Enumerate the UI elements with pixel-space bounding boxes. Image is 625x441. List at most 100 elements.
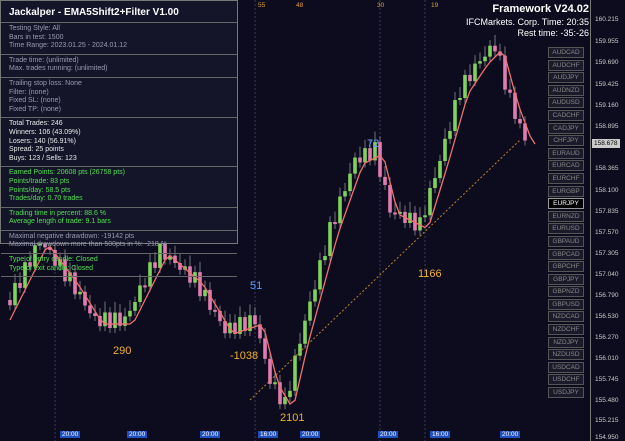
candle bbox=[478, 61, 482, 64]
candle bbox=[343, 191, 347, 197]
candle bbox=[488, 45, 492, 57]
candle bbox=[353, 157, 357, 174]
symbol-button[interactable]: AUDJPY bbox=[548, 72, 584, 84]
candle bbox=[348, 173, 352, 192]
symbol-button[interactable]: NZDCAD bbox=[548, 311, 584, 323]
candle bbox=[163, 242, 167, 260]
symbol-button[interactable]: AUDNZD bbox=[548, 84, 584, 96]
price-axis: 160.215 159.955 159.690 159.425 159.160 158.8… bbox=[590, 0, 625, 441]
trend-line bbox=[249, 139, 521, 401]
time-label: 20:00 bbox=[127, 431, 148, 438]
candle bbox=[388, 184, 392, 213]
price-label: 156.010 bbox=[595, 355, 619, 362]
time-label: 16:00 bbox=[430, 431, 451, 438]
symbol-button[interactable]: EURGBP bbox=[548, 185, 584, 197]
panel-line: Type of entry candle: Closed bbox=[9, 256, 98, 264]
panel-section: Trading time in percent: 88.6 % Average l… bbox=[1, 208, 237, 231]
panel-line: Winners: 106 (43.09%) bbox=[9, 128, 81, 136]
panel-section: Type of entry candle: Closed Type of exit… bbox=[1, 254, 237, 278]
candle bbox=[243, 317, 247, 332]
time-label: 20:00 bbox=[200, 431, 221, 438]
candle bbox=[298, 343, 302, 356]
symbol-button[interactable]: AUDUSD bbox=[548, 97, 584, 109]
candle bbox=[338, 196, 342, 224]
candle bbox=[63, 259, 67, 282]
session-marker: 48 bbox=[296, 2, 304, 9]
symbol-button[interactable]: USDJPY bbox=[548, 387, 584, 399]
time-label: 20:00 bbox=[500, 431, 521, 438]
candle bbox=[383, 176, 387, 185]
candle bbox=[368, 148, 372, 161]
price-label: 157.835 bbox=[595, 208, 619, 215]
candle bbox=[253, 315, 257, 325]
candle bbox=[373, 142, 377, 161]
symbol-button[interactable]: USDCAD bbox=[548, 361, 584, 373]
symbol-button[interactable]: AUDCHF bbox=[548, 59, 584, 71]
candle bbox=[108, 312, 112, 328]
price-label: 160.215 bbox=[595, 16, 619, 23]
server-time: IFCMarkets. Corp. Time: 20:35 bbox=[465, 17, 589, 27]
candle bbox=[268, 358, 272, 384]
candle bbox=[178, 263, 182, 270]
candle bbox=[18, 282, 22, 288]
symbol-button[interactable]: USDCHF bbox=[548, 374, 584, 386]
panel-section: Trade time: (unlimited) Max. trades runni… bbox=[1, 55, 237, 78]
panel-line: Fixed SL: (none) bbox=[9, 97, 61, 105]
candle bbox=[168, 255, 172, 260]
candle bbox=[458, 97, 462, 101]
candle bbox=[143, 285, 147, 288]
panel-section: Earned Points: 20608 pts (26758 pts) Poin… bbox=[1, 167, 237, 208]
symbol-button[interactable]: GBPAUD bbox=[548, 235, 584, 247]
candle bbox=[198, 272, 202, 297]
candle bbox=[78, 291, 82, 295]
symbol-button[interactable]: CADCHF bbox=[548, 109, 584, 121]
candle bbox=[493, 45, 497, 52]
panel-line: Trading time in percent: 88.6 % bbox=[9, 209, 107, 217]
price-label: 155.215 bbox=[595, 417, 619, 424]
symbol-button[interactable]: NZDUSD bbox=[548, 349, 584, 361]
symbol-button[interactable]: GBPCAD bbox=[548, 248, 584, 260]
candle bbox=[483, 56, 487, 62]
candle bbox=[238, 317, 242, 334]
header: Framework V24.02 IFCMarkets. Corp. Time:… bbox=[466, 4, 589, 39]
candle bbox=[408, 212, 412, 223]
price-label: 159.690 bbox=[595, 59, 619, 66]
panel-section: Trailing stop loss: None Filter: (none) Fi… bbox=[1, 78, 237, 119]
symbol-button[interactable]: EURAUD bbox=[548, 147, 584, 159]
symbol-button[interactable]: CHFJPY bbox=[548, 135, 584, 147]
candle bbox=[218, 310, 222, 322]
symbol-button[interactable]: EURCAD bbox=[548, 160, 584, 172]
price-label: 157.305 bbox=[595, 250, 619, 257]
symbol-button[interactable]: GBPNZD bbox=[548, 286, 584, 298]
candle bbox=[508, 89, 512, 93]
price-label: 157.570 bbox=[595, 229, 619, 236]
panel-line: Earned Points: 20608 pts (26758 pts) bbox=[9, 169, 125, 177]
candle bbox=[158, 242, 162, 268]
price-label: 158.365 bbox=[595, 165, 619, 172]
symbol-button[interactable]: EURJPY bbox=[548, 198, 584, 210]
symbol-button[interactable]: EURUSD bbox=[548, 223, 584, 235]
candle bbox=[453, 100, 457, 131]
symbol-button[interactable]: GBPCHF bbox=[548, 261, 584, 273]
panel-line: Trade time: (unlimited) bbox=[9, 56, 79, 64]
candle bbox=[358, 157, 362, 163]
symbol-button[interactable]: GBPUSD bbox=[548, 298, 584, 310]
symbol-button[interactable]: NZDJPY bbox=[548, 336, 584, 348]
symbol-button[interactable]: AUDCAD bbox=[548, 47, 584, 58]
symbol-button[interactable]: EURNZD bbox=[548, 210, 584, 222]
symbol-button[interactable]: EURCHF bbox=[548, 172, 584, 184]
symbol-button[interactable]: NZDCHF bbox=[548, 324, 584, 336]
candle bbox=[223, 321, 227, 334]
stats-panel: Jackalper - EMA5Shift2+Filter V1.00 Test… bbox=[0, 0, 238, 278]
panel-line: Type of exit candle: Closed bbox=[9, 264, 94, 272]
symbol-button[interactable]: CADJPY bbox=[548, 122, 584, 134]
panel-line: Maximal drawdown more than 500pts in %: … bbox=[9, 241, 167, 249]
panel-line: Points/trade: 83 pts bbox=[9, 177, 70, 185]
candle bbox=[468, 74, 472, 82]
panel-line: Time Range: 2023.01.25 - 2024.01.12 bbox=[9, 42, 128, 50]
candle bbox=[43, 242, 47, 248]
candle bbox=[333, 222, 337, 225]
panel-line: Buys: 123 / Sells: 123 bbox=[9, 154, 77, 162]
candle bbox=[148, 262, 152, 287]
symbol-button[interactable]: GBPJPY bbox=[548, 273, 584, 285]
